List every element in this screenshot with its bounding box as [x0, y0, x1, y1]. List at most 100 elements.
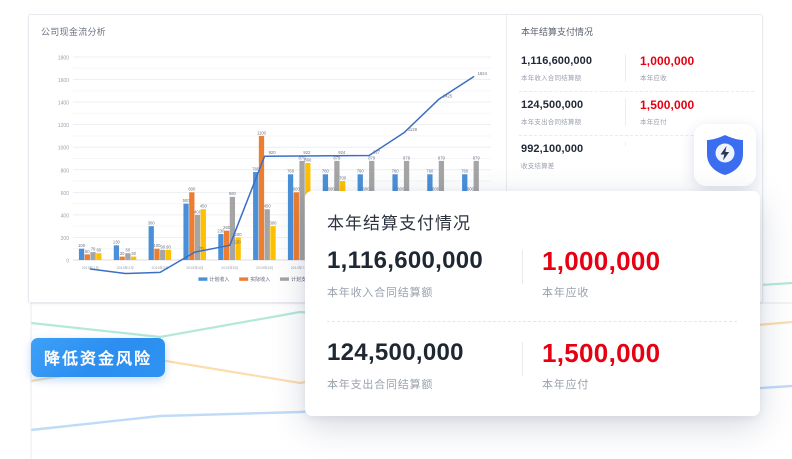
overlay-label: 本年应收 [542, 287, 590, 299]
svg-text:300: 300 [269, 221, 277, 226]
overlay-label: 本年支出合同结算额 [327, 379, 434, 391]
svg-text:60: 60 [126, 248, 131, 253]
svg-text:1400: 1400 [58, 101, 69, 107]
svg-text:922: 922 [303, 150, 311, 155]
svg-text:760: 760 [461, 169, 469, 174]
svg-text:760: 760 [392, 169, 400, 174]
overlay-value: 1,000,000 [542, 246, 661, 276]
svg-text:260: 260 [223, 225, 231, 230]
svg-text:600: 600 [397, 187, 405, 192]
svg-text:760: 760 [322, 169, 330, 174]
svg-text:500: 500 [183, 198, 191, 203]
shield-badge-card[interactable] [694, 124, 756, 186]
stat-row: 1,116,600,000 本年收入合同结算额 1,000,000 本年应收 [519, 48, 754, 91]
svg-text:2019年6月: 2019年6月 [256, 265, 273, 270]
svg-text:600: 600 [188, 187, 196, 192]
svg-text:450: 450 [200, 204, 208, 209]
stats-panel: 本年结算支付情况 1,116,600,000 本年收入合同结算额 1,000,0… [519, 25, 754, 179]
svg-text:400: 400 [61, 213, 70, 219]
risk-badge[interactable]: 降低资金风险 [31, 338, 166, 377]
svg-text:600: 600 [432, 187, 440, 192]
svg-text:90: 90 [160, 244, 165, 249]
stat-right: 1,000,000 本年应收 [625, 54, 744, 82]
overlay-title: 本年结算支付情况 [327, 214, 471, 233]
stat-label: 本年应付 [640, 119, 667, 126]
overlay-value: 124,500,000 [327, 339, 464, 366]
highlight-overlay-card: 本年结算支付情况 1,116,600,000 本年收入合同结算额 1,000,0… [305, 191, 760, 416]
svg-text:780: 780 [252, 166, 260, 171]
overlay-label: 本年收入合同结算额 [327, 287, 434, 299]
svg-text:1800: 1800 [58, 56, 69, 62]
svg-text:879: 879 [368, 155, 376, 160]
svg-text:100: 100 [78, 243, 86, 248]
stat-label: 本年收入合同结算额 [521, 75, 582, 82]
svg-text:300: 300 [148, 221, 156, 226]
svg-text:100: 100 [153, 243, 161, 248]
svg-text:800: 800 [61, 168, 70, 174]
overlay-label: 本年应付 [542, 379, 590, 391]
overlay-value: 1,116,600,000 [327, 247, 484, 274]
overlay-right-metric: 1,500,000 本年应付 [542, 338, 732, 392]
stat-row: 124,500,000 本年支出合同结算额 1,500,000 本年应付 [519, 91, 754, 135]
svg-text:70: 70 [199, 246, 204, 251]
svg-text:130: 130 [113, 240, 121, 245]
svg-text:2019年2月: 2019年2月 [117, 265, 134, 270]
svg-text:70: 70 [91, 247, 96, 252]
svg-text:927: 927 [373, 149, 381, 154]
stat-right: 1,500,000 本年应付 [625, 98, 744, 126]
svg-text:2019年7月: 2019年7月 [291, 265, 308, 270]
overlay-left-metric: 1,116,600,000 本年收入合同结算额 [327, 246, 502, 300]
card-divider [506, 15, 507, 302]
svg-text:879: 879 [403, 155, 411, 160]
svg-text:130: 130 [234, 239, 242, 244]
svg-text:2019年5月: 2019年5月 [221, 265, 238, 270]
svg-text:0: 0 [66, 259, 69, 265]
stat-right [625, 142, 744, 146]
overlay-block: 124,500,000 本年支出合同结算额 1,500,000 本年应付 [327, 338, 737, 408]
svg-text:760: 760 [426, 169, 434, 174]
svg-text:879: 879 [473, 155, 481, 160]
svg-text:30: 30 [120, 251, 125, 256]
svg-text:450: 450 [264, 204, 272, 209]
svg-text:2019年4月: 2019年4月 [186, 265, 203, 270]
svg-text:924: 924 [338, 150, 346, 155]
svg-text:600: 600 [328, 187, 336, 192]
svg-text:2019年1月: 2019年1月 [82, 265, 99, 270]
svg-text:50: 50 [85, 249, 90, 254]
svg-text:230: 230 [217, 228, 225, 233]
svg-text:600: 600 [467, 187, 475, 192]
overlay-block: 1,116,600,000 本年收入合同结算额 1,000,000 本年应收 [327, 246, 737, 316]
svg-text:2019年3月: 2019年3月 [151, 265, 168, 270]
svg-text:1425: 1425 [443, 93, 453, 98]
svg-text:1128: 1128 [408, 127, 418, 132]
overlay-value: 1,500,000 [542, 338, 661, 368]
svg-text:600: 600 [293, 187, 301, 192]
svg-text:200: 200 [235, 232, 243, 237]
svg-text:600: 600 [362, 187, 370, 192]
svg-text:1200: 1200 [58, 123, 69, 129]
overlay-separator [327, 321, 737, 322]
svg-text:879: 879 [333, 155, 341, 160]
stat-value: 1,000,000 [640, 54, 695, 68]
stat-value: 1,116,600,000 [521, 55, 593, 67]
svg-text:760: 760 [357, 169, 365, 174]
stat-left: 992,100,000 收支结算差 [521, 142, 625, 170]
svg-text:90: 90 [166, 244, 171, 249]
svg-text:879: 879 [299, 155, 307, 160]
svg-text:计划支出: 计划支出 [291, 276, 311, 283]
stat-left: 124,500,000 本年支出合同结算额 [521, 98, 625, 126]
stat-value: 992,100,000 [521, 143, 584, 155]
svg-text:400: 400 [194, 209, 202, 214]
svg-text:600: 600 [61, 191, 70, 197]
overlay-right-metric: 1,000,000 本年应收 [542, 246, 732, 300]
svg-text:1100: 1100 [257, 130, 267, 135]
stat-row: 992,100,000 收支结算差 [519, 135, 754, 179]
overlay-divider [522, 250, 523, 284]
stat-value: 124,500,000 [521, 99, 584, 111]
svg-text:1624: 1624 [478, 71, 488, 76]
svg-text:30: 30 [131, 251, 136, 256]
shield-bolt-icon [707, 135, 743, 175]
chart-title: 公司现金流分析 [41, 27, 107, 37]
svg-text:860: 860 [304, 157, 312, 162]
